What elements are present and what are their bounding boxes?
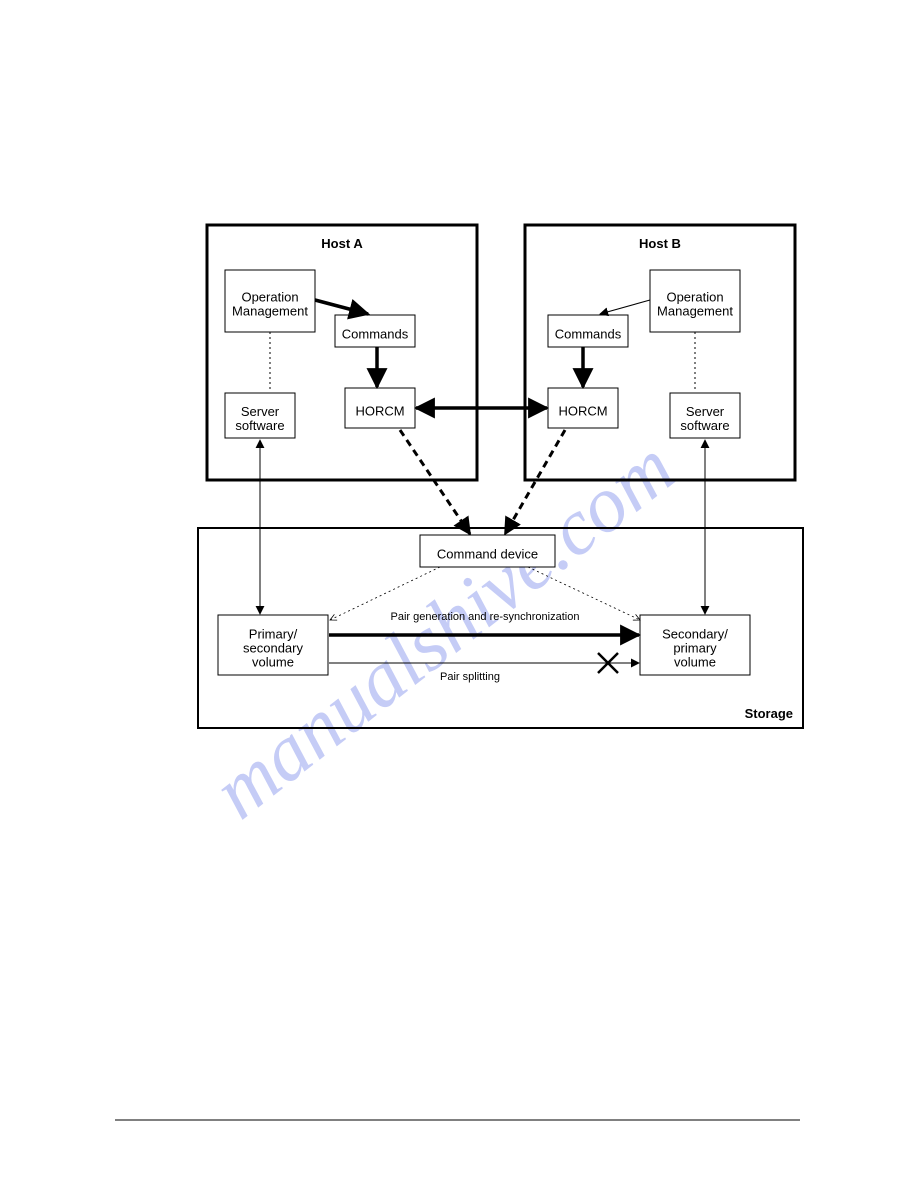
svg-text:Server: Server — [241, 404, 280, 419]
svg-text:Server: Server — [686, 404, 725, 419]
edge-opA-cmdA — [315, 300, 368, 314]
svg-text:Secondary/: Secondary/ — [662, 626, 728, 641]
edge-horcmA-cmdDev — [400, 430, 470, 534]
svg-text:volume: volume — [252, 654, 294, 669]
edge-opB-cmdB — [600, 300, 650, 314]
svg-text:HORCM: HORCM — [355, 403, 404, 418]
svg-text:Operation: Operation — [666, 289, 723, 304]
svg-text:Host B: Host B — [639, 236, 681, 251]
svg-text:Management: Management — [232, 303, 308, 318]
svg-text:software: software — [680, 418, 729, 433]
svg-text:Commands: Commands — [555, 326, 622, 341]
hostB-container — [525, 225, 795, 480]
svg-text:Storage: Storage — [745, 706, 793, 721]
svg-text:Pair splitting: Pair splitting — [440, 671, 500, 683]
svg-text:Primary/: Primary/ — [249, 626, 298, 641]
svg-text:Pair generation and re-synchro: Pair generation and re-synchronization — [391, 611, 580, 623]
svg-text:software: software — [235, 418, 284, 433]
svg-text:volume: volume — [674, 654, 716, 669]
svg-text:HORCM: HORCM — [558, 403, 607, 418]
svg-text:Command device: Command device — [437, 546, 538, 561]
svg-text:secondary: secondary — [243, 640, 303, 655]
svg-text:primary: primary — [673, 640, 717, 655]
svg-text:Management: Management — [657, 303, 733, 318]
svg-text:Commands: Commands — [342, 326, 409, 341]
hostA-container — [207, 225, 477, 480]
svg-text:Operation: Operation — [241, 289, 298, 304]
architecture-diagram: manualshive.comHost AHost BStorageOperat… — [0, 0, 918, 1188]
svg-text:Host A: Host A — [321, 236, 363, 251]
